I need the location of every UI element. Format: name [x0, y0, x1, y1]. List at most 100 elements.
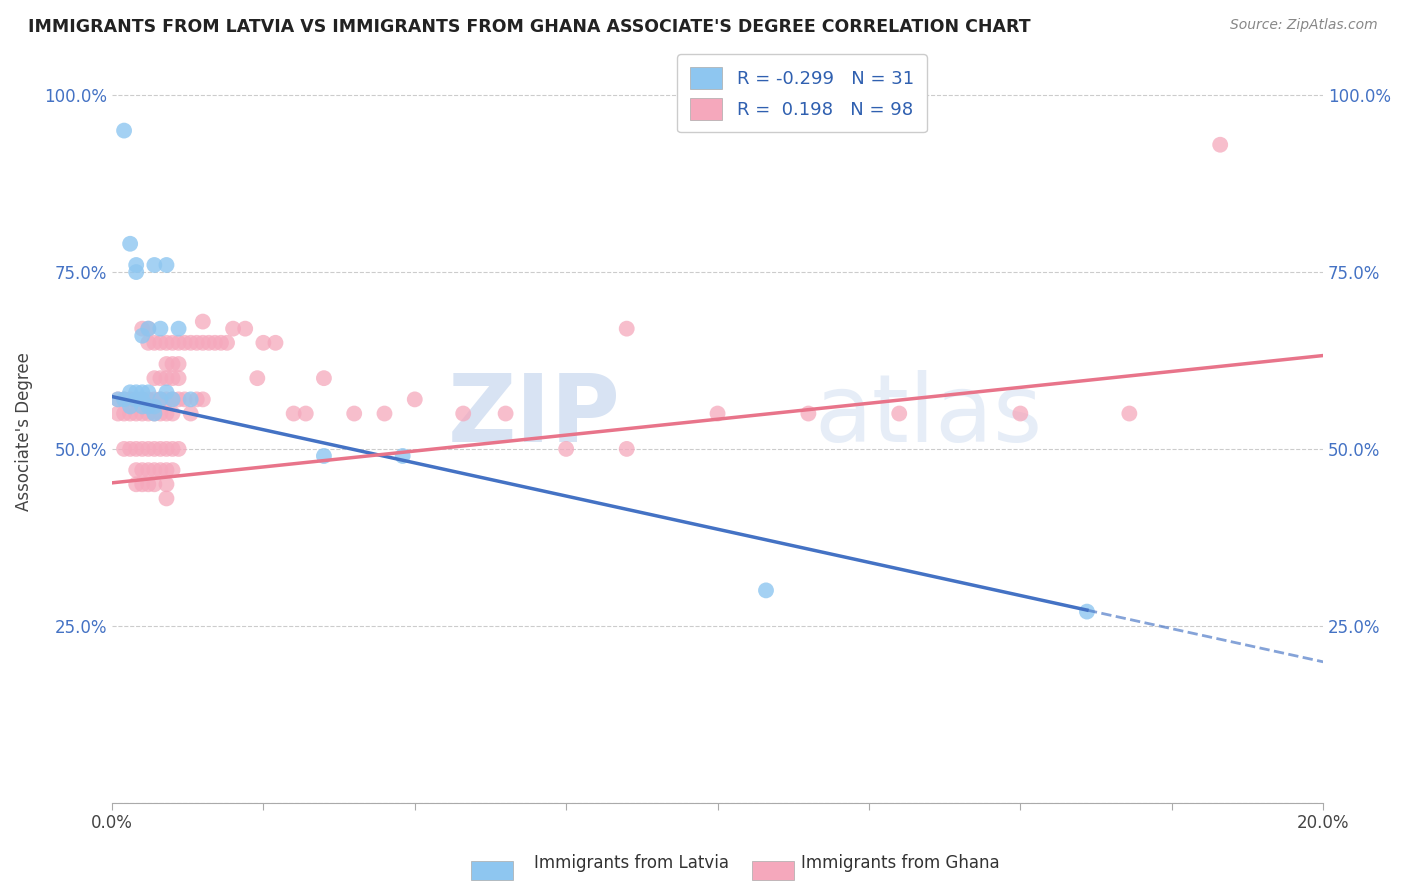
Point	[204, 335, 226, 350]
Point	[191, 315, 214, 329]
Point	[283, 407, 305, 421]
Point	[136, 477, 159, 491]
Point	[125, 265, 148, 279]
Point	[149, 407, 172, 421]
Point	[404, 392, 426, 407]
Point	[120, 392, 142, 407]
Point	[180, 392, 202, 407]
Point	[162, 407, 184, 421]
Point	[112, 392, 135, 407]
Point	[112, 407, 135, 421]
Point	[136, 442, 159, 456]
Point	[155, 335, 177, 350]
Point	[125, 385, 148, 400]
Point	[149, 335, 172, 350]
Point	[343, 407, 366, 421]
Point	[131, 407, 153, 421]
Point	[162, 392, 184, 407]
Point	[162, 357, 184, 371]
Point	[112, 442, 135, 456]
Point	[555, 442, 578, 456]
Point	[143, 442, 166, 456]
Point	[162, 442, 184, 456]
Point	[131, 321, 153, 335]
Point	[173, 335, 195, 350]
Point	[1209, 137, 1232, 152]
Point	[143, 400, 166, 414]
Point	[155, 463, 177, 477]
Point	[180, 335, 202, 350]
Point	[131, 442, 153, 456]
Point	[136, 321, 159, 335]
Point	[209, 335, 232, 350]
Point	[149, 392, 172, 407]
Point	[125, 463, 148, 477]
Point	[162, 463, 184, 477]
Point	[125, 392, 148, 407]
Point	[149, 392, 172, 407]
Point	[155, 385, 177, 400]
Point	[495, 407, 517, 421]
Point	[155, 258, 177, 272]
Point	[131, 400, 153, 414]
Point	[451, 407, 474, 421]
Point	[167, 371, 190, 385]
Point	[125, 477, 148, 491]
Point	[373, 407, 395, 421]
Text: Immigrants from Ghana: Immigrants from Ghana	[801, 855, 1000, 872]
Point	[167, 442, 190, 456]
Point	[162, 392, 184, 407]
Point	[246, 371, 269, 385]
Point	[198, 335, 221, 350]
Point	[149, 371, 172, 385]
Point	[167, 321, 190, 335]
Point	[889, 407, 911, 421]
Point	[155, 491, 177, 506]
Point	[616, 442, 638, 456]
Point	[125, 392, 148, 407]
Point	[233, 321, 256, 335]
Point	[136, 463, 159, 477]
Point	[136, 321, 159, 335]
Point	[149, 463, 172, 477]
Text: Source: ZipAtlas.com: Source: ZipAtlas.com	[1230, 18, 1378, 32]
Point	[131, 392, 153, 407]
Point	[120, 385, 142, 400]
Point	[222, 321, 245, 335]
Point	[149, 442, 172, 456]
Point	[143, 407, 166, 421]
Point	[167, 392, 190, 407]
Point	[155, 407, 177, 421]
Text: IMMIGRANTS FROM LATVIA VS IMMIGRANTS FROM GHANA ASSOCIATE'S DEGREE CORRELATION C: IMMIGRANTS FROM LATVIA VS IMMIGRANTS FRO…	[28, 18, 1031, 36]
Point	[391, 449, 413, 463]
Point	[143, 258, 166, 272]
Point	[162, 371, 184, 385]
Point	[131, 392, 153, 407]
Point	[155, 357, 177, 371]
Point	[264, 335, 287, 350]
Point	[131, 463, 153, 477]
Point	[191, 392, 214, 407]
Point	[107, 407, 129, 421]
Point	[1076, 605, 1098, 619]
Point	[120, 407, 142, 421]
Legend: R = -0.299   N = 31, R =  0.198   N = 98: R = -0.299 N = 31, R = 0.198 N = 98	[678, 54, 927, 132]
Y-axis label: Associate's Degree: Associate's Degree	[15, 351, 32, 510]
Text: Immigrants from Latvia: Immigrants from Latvia	[534, 855, 730, 872]
Point	[755, 583, 778, 598]
Point	[143, 371, 166, 385]
Point	[191, 335, 214, 350]
Point	[294, 407, 316, 421]
Point	[131, 328, 153, 343]
Point	[125, 442, 148, 456]
Point	[1010, 407, 1032, 421]
Point	[186, 392, 208, 407]
Point	[155, 371, 177, 385]
Point	[131, 385, 153, 400]
Point	[136, 400, 159, 414]
Point	[143, 335, 166, 350]
Point	[120, 442, 142, 456]
Point	[155, 392, 177, 407]
Point	[180, 407, 202, 421]
Point	[107, 392, 129, 407]
